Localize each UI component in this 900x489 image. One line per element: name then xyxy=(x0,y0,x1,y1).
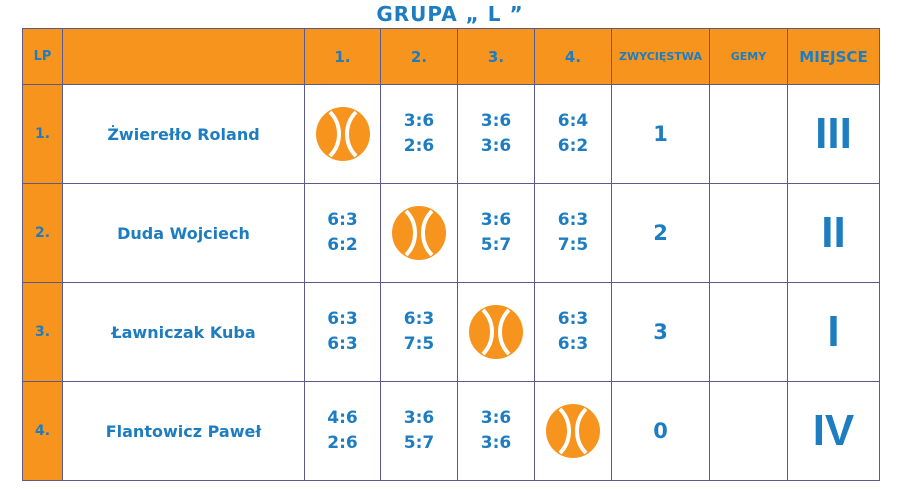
header-match-1: 1. xyxy=(304,28,381,85)
player-name: Żwierełło Roland xyxy=(62,84,305,184)
score-cell: 3:6 5:7 xyxy=(380,381,458,481)
tennis-ball-icon xyxy=(380,183,458,283)
games-cell xyxy=(709,282,788,382)
header-wins: ZWYCIĘSTWA xyxy=(611,28,710,85)
score-cell: 6:3 7:5 xyxy=(534,183,612,283)
games-cell xyxy=(709,183,788,283)
header-lp: LP xyxy=(22,28,63,85)
header-place: MIEJSCE xyxy=(787,28,880,85)
row-lp: 1. xyxy=(22,84,63,184)
table-row: 2. Duda Wojciech 6:3 6:2 3:6 5:7 6:3 7:5 2 … xyxy=(22,183,880,283)
score-cell: 6:3 6:2 xyxy=(304,183,381,283)
games-cell xyxy=(709,84,788,184)
score-cell: 4:6 2:6 xyxy=(304,381,381,481)
group-title: GRUPA „ L ” xyxy=(376,2,524,26)
place-cell: II xyxy=(787,183,880,283)
header-row: LP 1. 2. 3. 4. ZWYCIĘSTWA GEMY MIEJSCE xyxy=(22,28,880,85)
player-name: Flantowicz Paweł xyxy=(62,381,305,481)
wins-cell: 2 xyxy=(611,183,710,283)
tennis-ball-icon xyxy=(534,381,612,481)
place-cell: I xyxy=(787,282,880,382)
wins-cell: 1 xyxy=(611,84,710,184)
score-cell: 6:4 6:2 xyxy=(534,84,612,184)
score-cell: 3:6 2:6 xyxy=(380,84,458,184)
table-row: 1. Żwierełło Roland 3:6 2:6 3:6 3:6 6:4 6:2… xyxy=(22,84,880,184)
table-row: 4. Flantowicz Paweł 4:6 2:6 3:6 5:7 3:6 3:6… xyxy=(22,381,880,481)
tennis-ball-icon xyxy=(457,282,535,382)
header-match-4: 4. xyxy=(534,28,612,85)
header-match-2: 2. xyxy=(380,28,458,85)
player-name: Duda Wojciech xyxy=(62,183,305,283)
place-cell: III xyxy=(787,84,880,184)
score-cell: 3:6 3:6 xyxy=(457,84,535,184)
results-table: LP 1. 2. 3. 4. ZWYCIĘSTWA GEMY MIEJSCE 1… xyxy=(22,28,880,481)
score-cell: 6:3 7:5 xyxy=(380,282,458,382)
row-lp: 3. xyxy=(22,282,63,382)
score-cell: 3:6 3:6 xyxy=(457,381,535,481)
wins-cell: 0 xyxy=(611,381,710,481)
score-cell: 3:6 5:7 xyxy=(457,183,535,283)
header-games: GEMY xyxy=(709,28,788,85)
tennis-ball-icon xyxy=(304,84,381,184)
row-lp: 4. xyxy=(22,381,63,481)
row-lp: 2. xyxy=(22,183,63,283)
header-match-3: 3. xyxy=(457,28,535,85)
games-cell xyxy=(709,381,788,481)
header-name xyxy=(62,28,305,85)
table-row: 3. Ławniczak Kuba 6:3 6:3 6:3 7:5 6:3 6:3 3… xyxy=(22,282,880,382)
player-name: Ławniczak Kuba xyxy=(62,282,305,382)
wins-cell: 3 xyxy=(611,282,710,382)
place-cell: IV xyxy=(787,381,880,481)
score-cell: 6:3 6:3 xyxy=(534,282,612,382)
score-cell: 6:3 6:3 xyxy=(304,282,381,382)
